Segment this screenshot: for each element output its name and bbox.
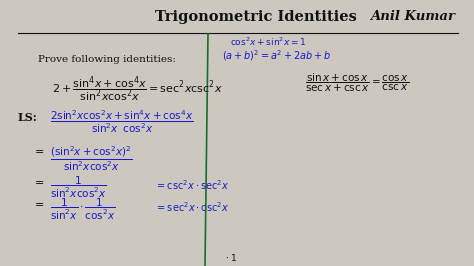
Text: $\dfrac{\left(\sin^2\!x + \cos^2\!x\right)^2}{\sin^2\!x\cos^2\!x}$: $\dfrac{\left(\sin^2\!x + \cos^2\!x\righ… [50, 144, 133, 173]
Text: $\cos^2\!x + \sin^2\!x = 1$: $\cos^2\!x + \sin^2\!x = 1$ [230, 36, 306, 48]
Text: =: = [35, 178, 45, 188]
Text: $2 + \dfrac{\sin^4\!x + \cos^4\!x}{\sin^2\!x\cos^2\!x} = \sec^2\!x\csc^2\!x$: $2 + \dfrac{\sin^4\!x + \cos^4\!x}{\sin^… [52, 74, 223, 104]
Text: $(a+b)^2 = a^2 + 2ab + b$: $(a+b)^2 = a^2 + 2ab + b$ [222, 48, 332, 63]
Text: $= \csc^2\!x \cdot \sec^2\!x$: $= \csc^2\!x \cdot \sec^2\!x$ [155, 178, 229, 192]
Text: $\dfrac{\sin x + \cos x}{\sec x + \csc x} = \dfrac{\cos x}{\csc x}$: $\dfrac{\sin x + \cos x}{\sec x + \csc x… [305, 72, 409, 94]
Text: Anil Kumar: Anil Kumar [370, 10, 455, 23]
Text: $= \sec^2\!x \cdot \csc^2\!x$: $= \sec^2\!x \cdot \csc^2\!x$ [155, 200, 229, 214]
Text: $\cdot\ 1$: $\cdot\ 1$ [225, 252, 238, 263]
Text: $\dfrac{1}{\sin^2\!x} \cdot \dfrac{1}{\cos^2\!x}$: $\dfrac{1}{\sin^2\!x} \cdot \dfrac{1}{\c… [50, 197, 115, 222]
Text: $\dfrac{1}{\sin^2\!x\cos^2\!x}$: $\dfrac{1}{\sin^2\!x\cos^2\!x}$ [50, 175, 107, 200]
Text: =: = [35, 200, 45, 210]
Text: Trigonometric Identities: Trigonometric Identities [155, 10, 357, 24]
Text: =: = [35, 147, 45, 157]
Text: $\dfrac{2\sin^2\!x\cos^2\!x + \sin^4\!x + \cos^4\!x}{\sin^2\!x \;\; \cos^2\!x}$: $\dfrac{2\sin^2\!x\cos^2\!x + \sin^4\!x … [50, 108, 193, 135]
Text: LS:: LS: [18, 112, 38, 123]
Text: Prove following identities:: Prove following identities: [38, 55, 176, 64]
